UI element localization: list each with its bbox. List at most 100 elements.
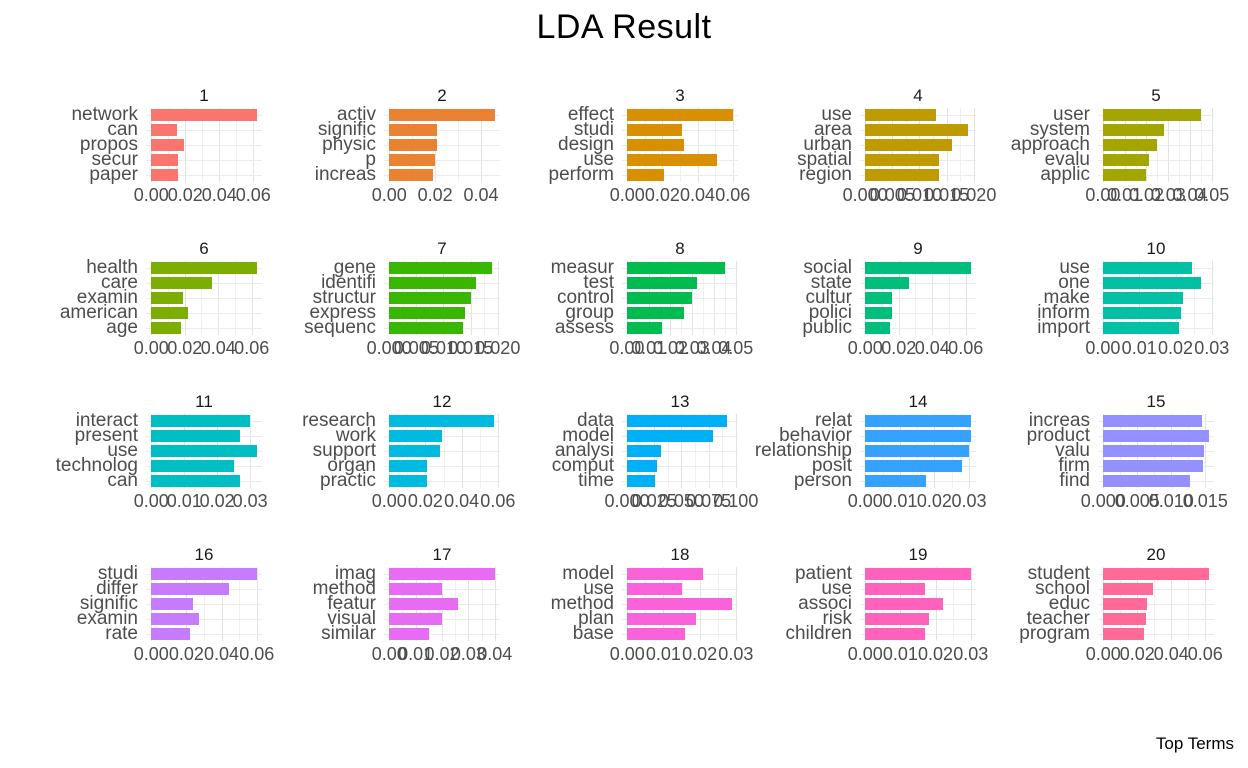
horizontal-gridline xyxy=(1098,634,1214,635)
term-bar xyxy=(1103,627,1145,640)
term-label: network xyxy=(71,104,138,126)
x-tick-label: 0.010 xyxy=(420,338,467,358)
x-tick-label: 0.00 xyxy=(609,644,645,664)
term-bar xyxy=(1103,445,1204,457)
term-label: express xyxy=(309,301,376,323)
term-label: studi xyxy=(97,563,138,585)
term-bar xyxy=(1103,474,1191,487)
term-label: test xyxy=(583,272,614,294)
facet-body: patient use associ risk children xyxy=(760,564,976,644)
facet-topic-number: 3 xyxy=(675,86,685,105)
term-label: use xyxy=(583,148,614,170)
term-label: product xyxy=(1026,425,1090,447)
term-bar xyxy=(627,445,661,457)
x-tick-label: 0.025 xyxy=(631,491,677,511)
x-axis: 0.00 0.02 0.04 0.06 xyxy=(372,488,516,514)
facet: 1 network can propos secur paper 0.00 0.02 0.0… xyxy=(46,86,270,208)
y-axis-term-labels: measur test control group assess xyxy=(522,258,618,337)
term-label: work xyxy=(335,425,376,447)
x-tick-label: 0.02 xyxy=(199,491,235,511)
plot-panel xyxy=(1098,108,1214,182)
term-bar xyxy=(627,153,717,166)
term-bar xyxy=(1103,415,1202,428)
term-label: control xyxy=(556,287,614,308)
term-label: studi xyxy=(573,119,614,141)
term-label: children xyxy=(785,622,852,644)
facet-body: use one make inform import xyxy=(998,258,1214,337)
term-bar xyxy=(1103,583,1153,596)
x-axis: 0.00 0.01 0.02 0.03 xyxy=(134,488,268,514)
horizontal-gridline xyxy=(146,130,262,131)
x-tick-label: 0.04 xyxy=(201,185,237,205)
x-tick-label: 0.00 xyxy=(371,491,407,511)
term-bar xyxy=(627,415,728,428)
term-bar xyxy=(151,459,234,472)
term-label: social xyxy=(803,257,852,279)
term-bar xyxy=(626,321,662,334)
x-tick-label: 0.000 xyxy=(1080,491,1126,511)
term-label: applic xyxy=(1040,163,1090,185)
term-bar xyxy=(389,292,471,304)
term-label: state xyxy=(810,272,852,294)
term-bar xyxy=(1103,598,1148,610)
x-tick-label: 0.02 xyxy=(1157,338,1194,358)
x-tick-label: 0.01 xyxy=(166,491,202,511)
plot-panel xyxy=(384,414,500,488)
x-tick-label: 0.00 xyxy=(371,644,407,664)
term-bar xyxy=(389,627,429,640)
term-bar xyxy=(865,430,971,443)
term-label: can xyxy=(107,469,138,491)
horizontal-gridline xyxy=(1098,589,1214,590)
facet-body: data model analysi comput time xyxy=(522,411,738,490)
facet-topic-number: 9 xyxy=(913,239,923,258)
term-bar xyxy=(627,459,658,472)
term-label: relat xyxy=(815,410,852,432)
facet-body: student school educ teacher program xyxy=(998,564,1214,643)
term-label: activ xyxy=(336,104,376,126)
term-label: american xyxy=(59,301,138,323)
x-tick-label: 0.03 xyxy=(1150,185,1186,205)
plot-panel xyxy=(146,108,262,182)
term-bar xyxy=(1103,430,1209,443)
x-tick-label: 0.03 xyxy=(450,644,486,664)
y-axis-term-labels: health care examin american age xyxy=(46,258,142,337)
x-tick-label: 0.06 xyxy=(480,491,516,511)
term-bar xyxy=(151,277,212,290)
x-tick-label: 0.04 xyxy=(914,338,950,358)
horizontal-gridline xyxy=(622,328,738,329)
term-label: area xyxy=(813,119,852,141)
term-bar xyxy=(389,459,428,472)
horizontal-gridline xyxy=(1098,619,1214,620)
y-axis-term-labels: relat behavior relationship posit person xyxy=(755,410,856,490)
horizontal-gridline xyxy=(146,619,262,620)
term-label: polici xyxy=(808,301,852,323)
term-label: paper xyxy=(89,163,138,185)
term-bar xyxy=(1102,306,1181,319)
term-bar xyxy=(1102,321,1180,334)
y-axis-term-labels: network can propos secur paper xyxy=(46,104,142,185)
term-label: model xyxy=(562,563,614,585)
facet: 10 use one make inform import 0.00 0.01 0.02 0.… xyxy=(998,239,1229,361)
term-label: gene xyxy=(333,257,376,279)
term-label: sequenc xyxy=(304,316,376,338)
horizontal-gridline xyxy=(860,298,976,299)
x-axis: 0.000 0.005 0.010 0.015 0.020 xyxy=(367,335,521,361)
facet-body: social state cultur polici public xyxy=(760,257,976,337)
term-bar xyxy=(151,627,190,640)
facet-topic-number: 10 xyxy=(1146,239,1166,258)
term-label: plan xyxy=(578,607,614,629)
x-axis: 0.00 0.01 0.02 0.03 0.04 xyxy=(372,641,513,667)
facet-body: research work support organ practic xyxy=(284,411,500,490)
facet-topic-number: 4 xyxy=(913,86,923,105)
x-tick-label: 0.02 xyxy=(407,491,443,511)
facet: 5 user system approach evalu applic 0.00 0.01… xyxy=(998,86,1230,208)
x-tick-label: 0.02 xyxy=(918,644,954,664)
term-bar xyxy=(627,583,682,596)
term-label: school xyxy=(1035,578,1090,600)
x-tick-label: 0.06 xyxy=(948,338,984,358)
facet-topic-number: 14 xyxy=(908,392,928,411)
term-label: perform xyxy=(548,163,614,185)
facet: 19 patient use associ risk children 0.00 0.01… xyxy=(760,545,988,667)
term-label: physic xyxy=(322,134,376,155)
y-axis-term-labels: studi differ signific examin rate xyxy=(46,563,142,643)
